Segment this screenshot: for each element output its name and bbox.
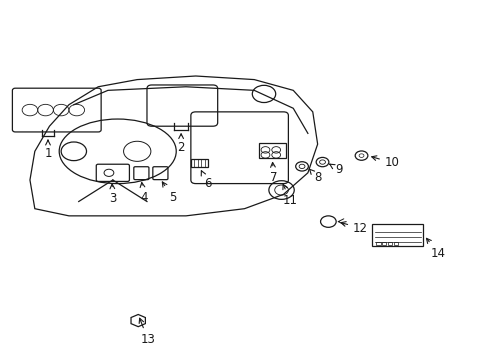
Text: 12: 12 (340, 221, 367, 235)
Text: 8: 8 (308, 169, 321, 184)
Bar (259, 143, 285, 158)
Text: 4: 4 (140, 183, 147, 204)
Text: 14: 14 (426, 238, 445, 260)
Bar (387, 242, 391, 245)
Bar (381, 242, 386, 245)
Bar (371, 225, 423, 246)
Text: 5: 5 (162, 182, 176, 204)
Bar (190, 159, 208, 167)
Text: 7: 7 (269, 162, 277, 184)
Text: 6: 6 (201, 171, 211, 190)
Bar (393, 242, 397, 245)
Text: 10: 10 (371, 156, 399, 169)
Text: 1: 1 (44, 140, 52, 159)
Text: 9: 9 (329, 163, 342, 176)
Bar (375, 242, 380, 245)
Text: 2: 2 (177, 134, 184, 154)
Text: 13: 13 (139, 318, 155, 346)
Text: 11: 11 (282, 184, 297, 207)
Text: 3: 3 (109, 184, 116, 205)
